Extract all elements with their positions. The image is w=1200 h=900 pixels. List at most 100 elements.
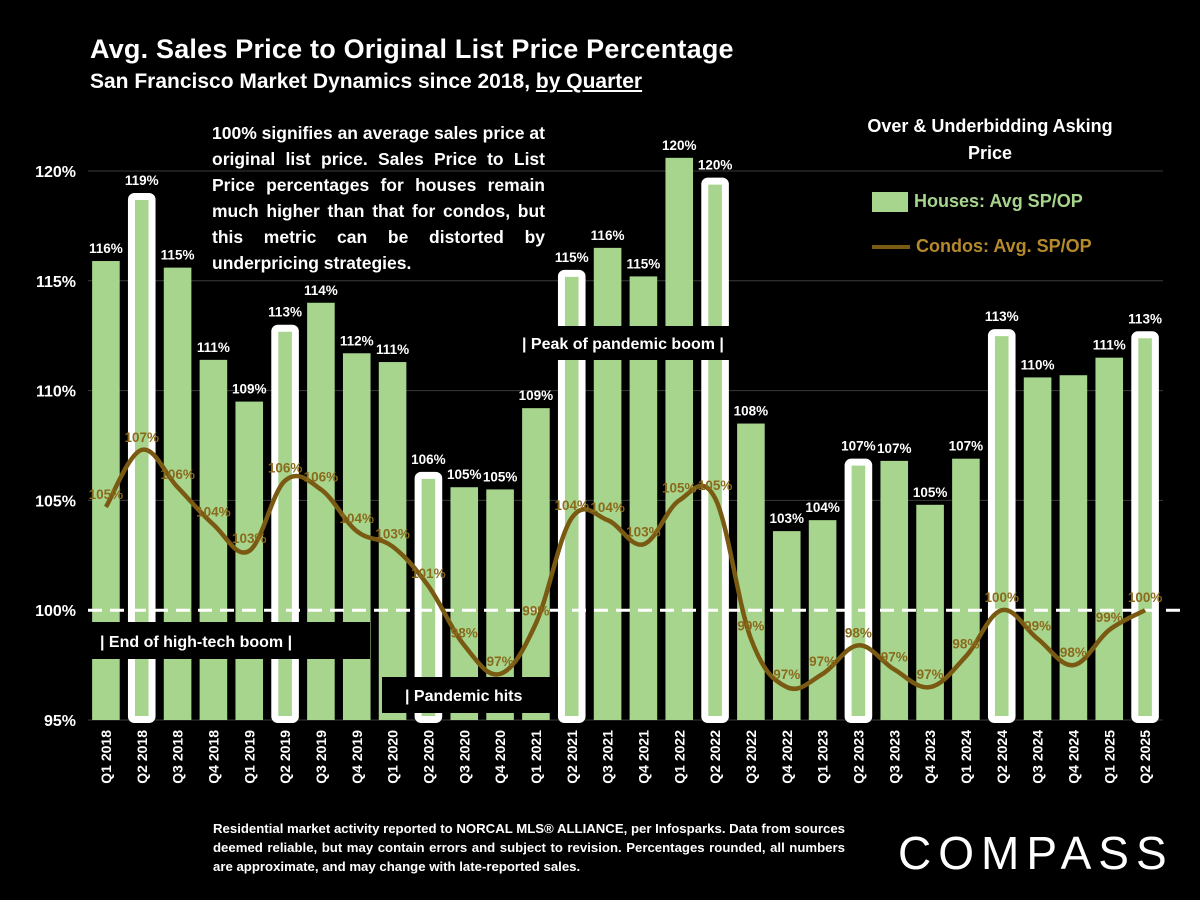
condo-value-label: 103% [626,524,661,539]
x-tick-label: Q2 2023 [850,730,866,784]
x-tick-label: Q4 2023 [922,730,938,784]
house-value-label: 110% [1021,357,1055,372]
condo-value-label: 99% [1096,610,1123,625]
x-tick-label: Q4 2024 [1065,730,1081,784]
house-value-label: 113% [1128,311,1162,326]
house-value-label: 113% [985,309,1019,324]
legend-houses-label: Houses: Avg SP/OP [914,191,1083,211]
house-bar [808,520,837,720]
house-bar [557,269,586,723]
chart-title: Avg. Sales Price to Original List Price … [90,34,734,64]
y-tick-label: 110% [36,384,76,401]
x-tick-label: Q4 2018 [205,730,221,784]
legend-item-houses: Houses: Avg SP/OP [872,191,1083,212]
house-value-label: 115% [627,256,661,271]
x-tick-label: Q1 2018 [98,730,114,784]
house-value-label: 116% [591,228,625,243]
house-value-label: 107% [877,441,912,456]
house-value-label: 113% [268,305,302,320]
house-bar [737,423,765,720]
x-tick-label: Q3 2023 [886,730,902,784]
source-footnote: Residential market activity reported to … [213,821,845,874]
house-value-label: 107% [841,439,876,454]
annotation-pandemic-hits: | Pandemic hits [405,688,523,705]
x-tick-label: Q4 2021 [635,730,651,784]
x-tick-label: Q4 2019 [349,730,365,784]
condo-value-label: 105% [89,487,124,502]
house-value-label: 119% [125,173,159,188]
condo-value-label: 104% [339,511,374,526]
house-bar [1023,377,1052,720]
x-tick-label: Q1 2025 [1101,730,1117,784]
chart-subtitle: San Francisco Market Dynamics since 2018… [90,70,642,94]
house-value-label: 105% [913,485,948,500]
y-tick-label: 95% [44,713,76,730]
condo-value-label: 99% [1024,619,1051,634]
condo-value-label: 97% [809,654,836,669]
condo-value-label: 99% [522,603,549,618]
condo-value-label: 100% [984,590,1019,605]
x-tick-label: Q1 2024 [958,730,974,784]
house-bar [987,329,1016,723]
house-value-label: 114% [304,283,338,298]
house-bar [772,531,801,720]
house-value-label: 112% [340,333,374,348]
subtitle-main: San Francisco Market Dynamics since 2018… [90,70,536,93]
x-tick-label: Q2 2019 [277,730,293,784]
x-tick-label: Q1 2022 [671,730,687,784]
house-bar [235,401,264,720]
annotation-peak-of-pandemic-boom: | Peak of pandemic boom | [522,336,724,353]
condo-value-label: 100% [1128,590,1163,605]
house-value-label: 105% [483,469,518,484]
condo-line [103,447,1147,691]
x-tick-label: Q2 2025 [1137,730,1153,784]
house-value-label: 107% [949,439,984,454]
house-bar [1059,375,1088,720]
house-value-label: 106% [411,452,446,467]
house-value-label: 115% [161,248,195,263]
condo-value-label: 97% [487,654,514,669]
house-value-label: 111% [1093,338,1126,353]
house-bar [665,157,694,721]
compass-logo: COMPASS [898,827,1174,879]
x-tick-label: Q3 2018 [170,730,186,784]
house-bar [199,359,228,720]
condo-value-label: 101% [411,566,446,581]
house-value-label: 120% [698,158,733,173]
x-tick-label: Q2 2021 [564,730,580,784]
condo-value-label: 107% [124,430,159,445]
condo-value-label: 106% [160,467,195,482]
x-tick-label: Q4 2020 [492,730,508,784]
house-bar [522,408,550,720]
condo-value-label: 99% [737,619,764,634]
condo-value-label: 97% [881,649,908,664]
y-tick-label: 100% [35,603,76,620]
house-bar [414,471,443,723]
x-tick-label: Q2 2022 [707,730,723,784]
x-tick-label: Q3 2022 [743,730,759,784]
legend-condos-label: Condos: Avg. SP/OP [916,236,1092,256]
houses-swatch [872,191,908,212]
annotation-end-of-high-tech-boom: | End of high-tech boom | [100,634,292,651]
y-tick-label: 120% [35,164,76,181]
house-value-label: 111% [376,342,409,357]
x-tick-label: Q4 2022 [779,730,795,784]
house-bar [1095,357,1124,720]
house-value-label: 115% [555,250,589,265]
condo-value-label: 104% [554,498,589,513]
x-tick-label: Q2 2018 [134,730,150,784]
condo-value-label: 98% [952,636,979,651]
x-tick-label: Q3 2024 [1030,730,1046,784]
house-value-label: 108% [734,404,769,419]
legend-item-condos: Condos: Avg. SP/OP [872,236,1092,257]
house-value-label: 120% [662,138,697,153]
house-value-label: 109% [519,388,554,403]
condo-value-label: 97% [773,667,800,682]
condo-value-label: 97% [917,667,944,682]
annotation-box [512,326,765,360]
x-tick-label: Q1 2021 [528,730,544,784]
x-tick-label: Q3 2020 [456,730,472,784]
x-tick-label: Q3 2019 [313,730,329,784]
house-bar [1131,331,1159,723]
explanatory-note: 100% signifies an average sales price at… [212,123,545,273]
